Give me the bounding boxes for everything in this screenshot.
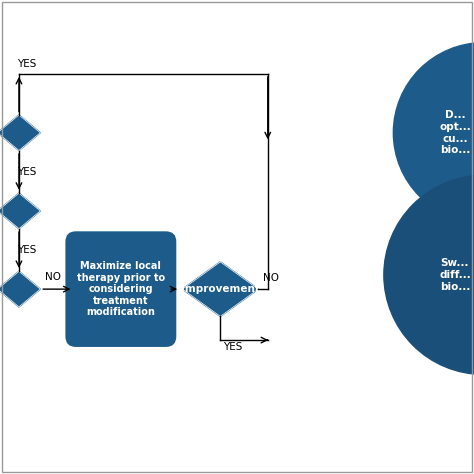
Circle shape [393, 43, 474, 223]
Text: Improvement: Improvement [181, 284, 260, 294]
FancyBboxPatch shape [65, 231, 176, 347]
Polygon shape [0, 115, 40, 151]
Text: D...
opt...
cu...
bio...: D... opt... cu... bio... [439, 110, 471, 155]
Polygon shape [0, 193, 40, 229]
Text: YES: YES [223, 342, 242, 353]
Text: NO: NO [263, 273, 279, 283]
Text: NO: NO [45, 272, 61, 282]
Text: YES: YES [17, 245, 36, 255]
Text: Sw...
diff...
bio...: Sw... diff... bio... [439, 258, 471, 292]
Polygon shape [182, 262, 258, 316]
Text: YES: YES [17, 167, 36, 177]
Circle shape [384, 175, 474, 374]
Text: Maximize local
therapy prior to
considering
treatment
modification: Maximize local therapy prior to consider… [77, 261, 165, 317]
Polygon shape [0, 271, 40, 307]
Text: YES: YES [17, 59, 36, 69]
